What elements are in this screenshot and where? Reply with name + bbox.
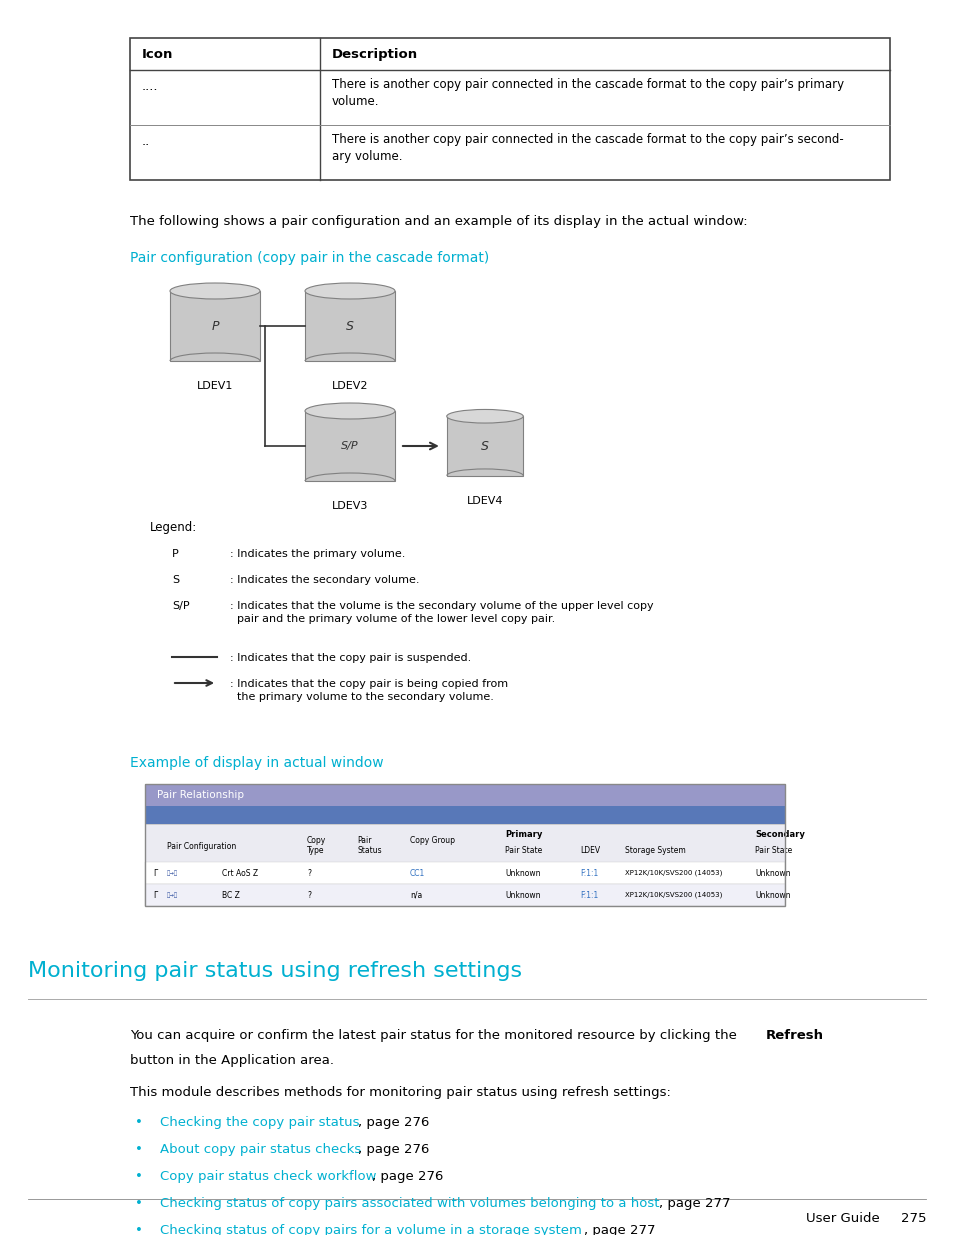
Text: Unknown: Unknown	[504, 868, 540, 878]
Text: BC Z: BC Z	[222, 890, 239, 899]
Text: LDEV2: LDEV2	[332, 382, 368, 391]
Text: P: P	[172, 550, 178, 559]
Bar	[145, 784, 784, 906]
Text: Γ: Γ	[152, 868, 157, 878]
Bar	[446, 416, 522, 475]
Text: Pair State: Pair State	[504, 846, 541, 855]
Text: LDEV4: LDEV4	[466, 495, 503, 505]
Bar	[145, 862, 784, 884]
Text: : Indicates the secondary volume.: : Indicates the secondary volume.	[230, 576, 419, 585]
Text: You can acquire or confirm the latest pair status for the monitored resource by : You can acquire or confirm the latest pa…	[130, 1029, 740, 1042]
Text: ⬜→⬜: ⬜→⬜	[167, 892, 178, 898]
Text: S: S	[172, 576, 179, 585]
Text: Pair configuration (copy pair in the cascade format): Pair configuration (copy pair in the cas…	[130, 251, 489, 266]
Text: CC1: CC1	[410, 868, 425, 878]
Text: ?: ?	[307, 868, 311, 878]
Text: Icon: Icon	[142, 47, 173, 61]
Text: Pair Configuration: Pair Configuration	[167, 842, 236, 851]
Bar	[170, 291, 260, 361]
Text: •: •	[135, 1170, 143, 1183]
Text: Γ: Γ	[152, 890, 157, 899]
Text: S/P: S/P	[172, 601, 190, 611]
Text: Checking status of copy pairs for a volume in a storage system: Checking status of copy pairs for a volu…	[160, 1224, 581, 1235]
Text: ....: ....	[142, 80, 158, 93]
Text: This module describes methods for monitoring pair status using refresh settings:: This module describes methods for monito…	[130, 1086, 670, 1099]
Text: Checking status of copy pairs associated with volumes belonging to a host: Checking status of copy pairs associated…	[160, 1197, 659, 1210]
Text: There is another copy pair connected in the cascade format to the copy pair’s pr: There is another copy pair connected in …	[332, 78, 843, 107]
Text: Secondary: Secondary	[754, 830, 804, 839]
Text: Pair
Status: Pair Status	[356, 836, 381, 856]
Text: There is another copy pair connected in the cascade format to the copy pair’s se: There is another copy pair connected in …	[332, 133, 842, 163]
Text: User Guide     275: User Guide 275	[804, 1212, 925, 1225]
Text: Copy
Type: Copy Type	[307, 836, 326, 856]
Text: P: P	[211, 320, 218, 332]
Text: •: •	[135, 1197, 143, 1210]
Text: •: •	[135, 1224, 143, 1235]
Text: Monitoring pair status using refresh settings: Monitoring pair status using refresh set…	[28, 961, 521, 981]
Ellipse shape	[446, 410, 522, 424]
Text: Unknown: Unknown	[754, 868, 790, 878]
Bar	[305, 411, 395, 480]
Text: XP12K/10K/SVS200 (14053): XP12K/10K/SVS200 (14053)	[624, 869, 721, 877]
Text: F:1:1: F:1:1	[579, 868, 598, 878]
Text: : Indicates that the volume is the secondary volume of the upper level copy
  pa: : Indicates that the volume is the secon…	[230, 601, 653, 624]
Text: , page 276: , page 276	[372, 1170, 443, 1183]
Text: Legend:: Legend:	[150, 521, 197, 534]
Text: Copy pair status check workflow: Copy pair status check workflow	[160, 1170, 376, 1183]
Text: LDEV3: LDEV3	[332, 501, 368, 511]
Text: , page 276: , page 276	[358, 1144, 429, 1156]
Text: ..: ..	[142, 135, 150, 148]
Text: Refresh: Refresh	[765, 1029, 823, 1042]
Ellipse shape	[170, 283, 260, 299]
Ellipse shape	[305, 283, 395, 299]
Bar	[145, 884, 784, 906]
Bar	[145, 784, 784, 806]
Text: ⬜→⬜: ⬜→⬜	[167, 871, 178, 876]
Text: S: S	[346, 320, 354, 332]
Text: , page 277: , page 277	[583, 1224, 655, 1235]
Text: LDEV: LDEV	[579, 846, 599, 855]
Text: , page 276: , page 276	[358, 1116, 429, 1129]
Text: Pair State: Pair State	[754, 846, 791, 855]
Text: Unknown: Unknown	[754, 890, 790, 899]
Text: , page 277: , page 277	[659, 1197, 730, 1210]
Text: •: •	[135, 1116, 143, 1129]
Text: ?: ?	[307, 890, 311, 899]
Text: Description: Description	[332, 47, 417, 61]
Text: : Indicates that the copy pair is being copied from
  the primary volume to the : : Indicates that the copy pair is being …	[230, 679, 508, 703]
Text: Primary: Primary	[504, 830, 542, 839]
Text: Unknown: Unknown	[504, 890, 540, 899]
Text: LDEV1: LDEV1	[196, 382, 233, 391]
Text: Copy Group: Copy Group	[410, 836, 455, 845]
Text: button in the Application area.: button in the Application area.	[130, 1053, 334, 1067]
Text: Example of display in actual window: Example of display in actual window	[130, 756, 383, 769]
Bar	[130, 38, 889, 180]
Ellipse shape	[305, 403, 395, 419]
Text: n/a: n/a	[410, 890, 422, 899]
Text: The following shows a pair configuration and an example of its display in the ac: The following shows a pair configuration…	[130, 215, 747, 228]
Bar	[145, 806, 784, 824]
Text: Storage System: Storage System	[624, 846, 685, 855]
Text: : Indicates that the copy pair is suspended.: : Indicates that the copy pair is suspen…	[230, 653, 471, 663]
Text: •: •	[135, 1144, 143, 1156]
Bar	[145, 824, 784, 862]
Text: F:1:1: F:1:1	[579, 890, 598, 899]
Bar	[305, 291, 395, 361]
Text: S/P: S/P	[341, 441, 358, 451]
Text: Crt AoS Z: Crt AoS Z	[222, 868, 258, 878]
Text: XP12K/10K/SVS200 (14053): XP12K/10K/SVS200 (14053)	[624, 892, 721, 898]
Text: Checking the copy pair status: Checking the copy pair status	[160, 1116, 359, 1129]
Text: Pair Relationship: Pair Relationship	[157, 790, 244, 800]
Text: S: S	[480, 440, 489, 452]
Text: : Indicates the primary volume.: : Indicates the primary volume.	[230, 550, 405, 559]
Text: About copy pair status checks: About copy pair status checks	[160, 1144, 361, 1156]
